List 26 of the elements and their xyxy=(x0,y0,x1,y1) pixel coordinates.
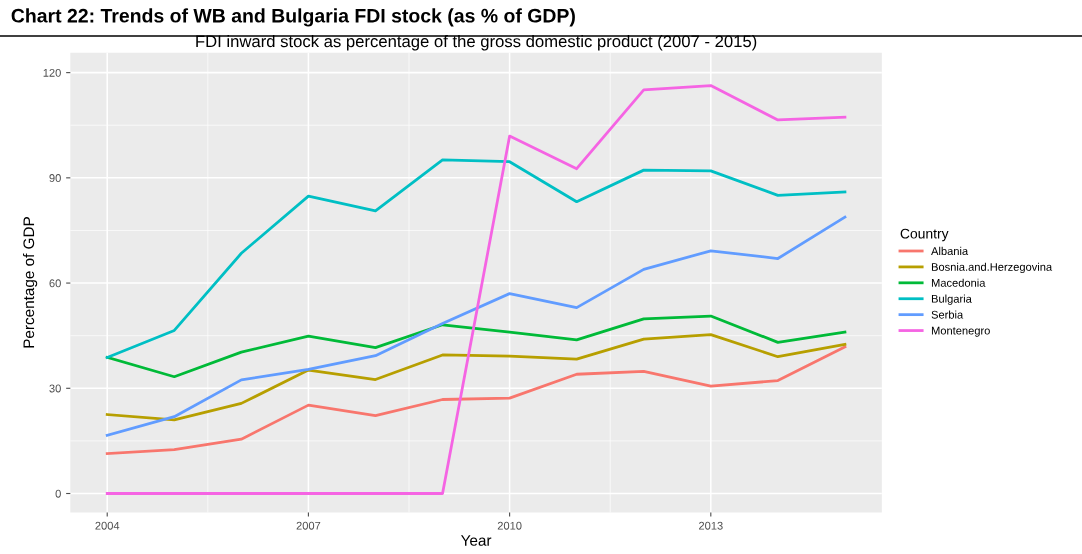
line-series xyxy=(105,345,847,455)
legend-label: Bulgaria xyxy=(931,294,972,305)
x-tick-label: 2013 xyxy=(699,521,723,530)
y-tick-label: 60 xyxy=(49,279,61,288)
y-tick-label: 120 xyxy=(43,68,61,77)
legend-label: Bosnia.and.Herzegovina xyxy=(931,262,1053,274)
line-series xyxy=(105,215,847,437)
legend-label: Montenegro xyxy=(931,326,990,337)
x-tick-label: 2004 xyxy=(95,521,120,530)
x-tick-label: 2010 xyxy=(497,521,522,530)
y-tick-label: 30 xyxy=(49,384,61,393)
x-tick-label: 2007 xyxy=(296,521,321,530)
legend-label: Albania xyxy=(931,246,969,255)
legend-label: Serbia xyxy=(931,310,964,319)
legend-label: Macedonia xyxy=(931,278,986,287)
line-series xyxy=(105,158,847,359)
line-series xyxy=(105,314,847,379)
caption: Chart 22: Trends of WB and Bulgaria FDI stock (as % of GDP) xyxy=(11,8,575,27)
y-axis-title: Percentage of GDP xyxy=(22,217,38,348)
legend-title: Country xyxy=(900,228,949,242)
y-tick-label: 0 xyxy=(55,489,61,498)
chart-title: FDI inward stock as percentage of the gross domestic product (2007 - 2015) xyxy=(196,35,757,51)
y-tick-label: 90 xyxy=(49,174,61,182)
line-series xyxy=(105,84,847,495)
x-axis-title: Year xyxy=(460,535,492,546)
line-series xyxy=(105,333,847,422)
